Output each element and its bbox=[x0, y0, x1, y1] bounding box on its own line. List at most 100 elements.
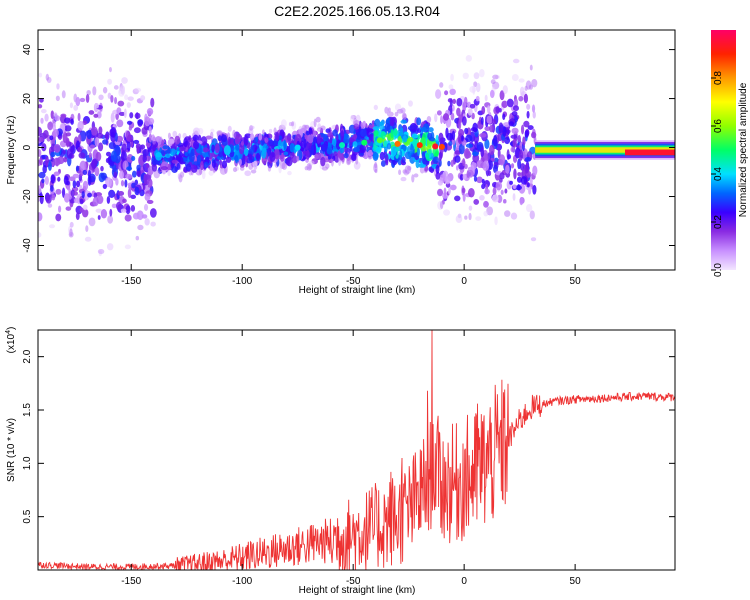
heatmap-cell bbox=[55, 95, 60, 102]
heatmap-cell bbox=[400, 176, 407, 182]
heatmap-cell bbox=[512, 193, 516, 201]
heatmap-cell bbox=[197, 127, 204, 135]
snr-y-label: SNR (10 * v/v) bbox=[6, 418, 17, 482]
heatmap-cell bbox=[49, 135, 54, 141]
heatmap-cell bbox=[450, 112, 455, 121]
heatmap-cell bbox=[523, 93, 529, 104]
heatmap-cell bbox=[55, 188, 62, 195]
heatmap-cell bbox=[97, 249, 105, 255]
colorbar-tick-label: 0.2 bbox=[713, 215, 724, 229]
heatmap-cell bbox=[435, 171, 441, 180]
heatmap-cell bbox=[144, 193, 151, 202]
heatmap-cell bbox=[520, 124, 525, 135]
heatmap-cell bbox=[335, 139, 341, 150]
heatmap-cell bbox=[73, 104, 79, 111]
heatmap-cell bbox=[150, 97, 155, 108]
heatmap-cell bbox=[510, 146, 515, 153]
heatmap-cell bbox=[500, 189, 504, 195]
heatmap-cell bbox=[176, 162, 181, 170]
heatmap-cell bbox=[77, 112, 81, 122]
heatmap-cell bbox=[255, 153, 261, 162]
heatmap-cell bbox=[487, 152, 491, 163]
heatmap-cell bbox=[450, 159, 454, 168]
x-tick-label: -100 bbox=[232, 576, 252, 587]
heatmap-cell bbox=[131, 182, 136, 189]
heatmap-cell bbox=[72, 179, 77, 189]
heatmap-cell bbox=[510, 212, 518, 220]
heatmap-cell bbox=[416, 117, 422, 126]
colorbar-tick-label: 0.8 bbox=[713, 71, 724, 85]
snr-panel: -150 -100 -50 0 50 0.5 1.0 1.5 2.0 Height of st… bbox=[5, 327, 676, 596]
heatmap-cell bbox=[232, 129, 236, 140]
heatmap-cell bbox=[402, 135, 408, 143]
heatmap-cell bbox=[221, 134, 227, 143]
heatmap-cell bbox=[492, 74, 499, 80]
heatmap-cell bbox=[310, 144, 315, 154]
colorbar-label: Normalized spectral amplitude bbox=[738, 82, 749, 217]
heatmap-cell bbox=[467, 169, 474, 178]
heatmap-cell bbox=[483, 200, 489, 208]
heatmap-cell bbox=[55, 213, 62, 222]
heatmap-cell bbox=[130, 204, 136, 212]
heatmap-cell bbox=[380, 131, 386, 140]
heatmap-cell bbox=[107, 92, 112, 99]
heatmap-cell bbox=[532, 165, 538, 176]
heatmap-cell bbox=[529, 210, 535, 220]
heatmap-cell bbox=[39, 157, 43, 166]
heatmap-cell bbox=[47, 203, 53, 208]
heatmap-cell bbox=[160, 149, 165, 156]
heatmap-cell bbox=[116, 119, 124, 128]
heatmap-cell bbox=[82, 180, 89, 191]
heatmap-cell bbox=[248, 153, 253, 161]
snr-x-label: Height of straight line (km) bbox=[299, 585, 416, 596]
heatmap-cell bbox=[87, 192, 93, 198]
heatmap-cell bbox=[126, 134, 132, 142]
multiplier-exponent: 4 bbox=[5, 330, 12, 334]
heatmap-cell bbox=[373, 130, 379, 137]
heatmap-cell bbox=[513, 168, 517, 180]
heatmap-x-ticks: -150 -100 -50 0 50 bbox=[121, 30, 581, 287]
heatmap-cell bbox=[461, 116, 467, 126]
heatmap-cell bbox=[102, 183, 108, 189]
heatmap-cell bbox=[467, 187, 475, 198]
heatmap-cell bbox=[454, 150, 461, 155]
heatmap-cell bbox=[124, 179, 128, 188]
heatmap-cell bbox=[468, 205, 473, 211]
heatmap-cell bbox=[473, 198, 480, 205]
heatmap-cell bbox=[227, 136, 232, 145]
heatmap-cell bbox=[134, 186, 140, 196]
heatmap-cell bbox=[121, 77, 128, 84]
heatmap-cell bbox=[193, 140, 200, 150]
heatmap-cell bbox=[93, 113, 99, 118]
heatmap-cell bbox=[462, 173, 467, 180]
heatmap-cell bbox=[481, 178, 485, 184]
heatmap-cell bbox=[454, 155, 461, 163]
heatmap-cell bbox=[428, 127, 434, 133]
heatmap-cell bbox=[192, 134, 199, 142]
heatmap-cell bbox=[105, 177, 112, 188]
heatmap-cell bbox=[137, 224, 144, 231]
heatmap-cell bbox=[146, 163, 150, 169]
heatmap-frame bbox=[37, 29, 676, 271]
heatmap-cell bbox=[77, 146, 83, 153]
heatmap-cell bbox=[410, 143, 414, 155]
heatmap-cell bbox=[480, 116, 484, 125]
heatmap-cell bbox=[84, 236, 92, 242]
heatmap-cell bbox=[97, 142, 104, 152]
heatmap-cell bbox=[519, 86, 525, 97]
heatmap-cell bbox=[314, 153, 320, 160]
heatmap-cell bbox=[50, 110, 55, 119]
heatmap-cell bbox=[444, 90, 449, 96]
heatmap-cell bbox=[486, 105, 491, 114]
heatmap-cell bbox=[109, 208, 113, 217]
heatmap-cell bbox=[65, 137, 70, 148]
heatmap-cell bbox=[42, 165, 47, 174]
heatmap-cell bbox=[476, 176, 483, 184]
heatmap-cell bbox=[316, 127, 324, 132]
heatmap-cell bbox=[512, 184, 517, 190]
heatmap-cell bbox=[141, 214, 148, 219]
heatmap-cell bbox=[308, 127, 313, 135]
heatmap-cell bbox=[472, 122, 478, 133]
heatmap-cell bbox=[86, 129, 92, 140]
heatmap-cell bbox=[492, 187, 497, 195]
